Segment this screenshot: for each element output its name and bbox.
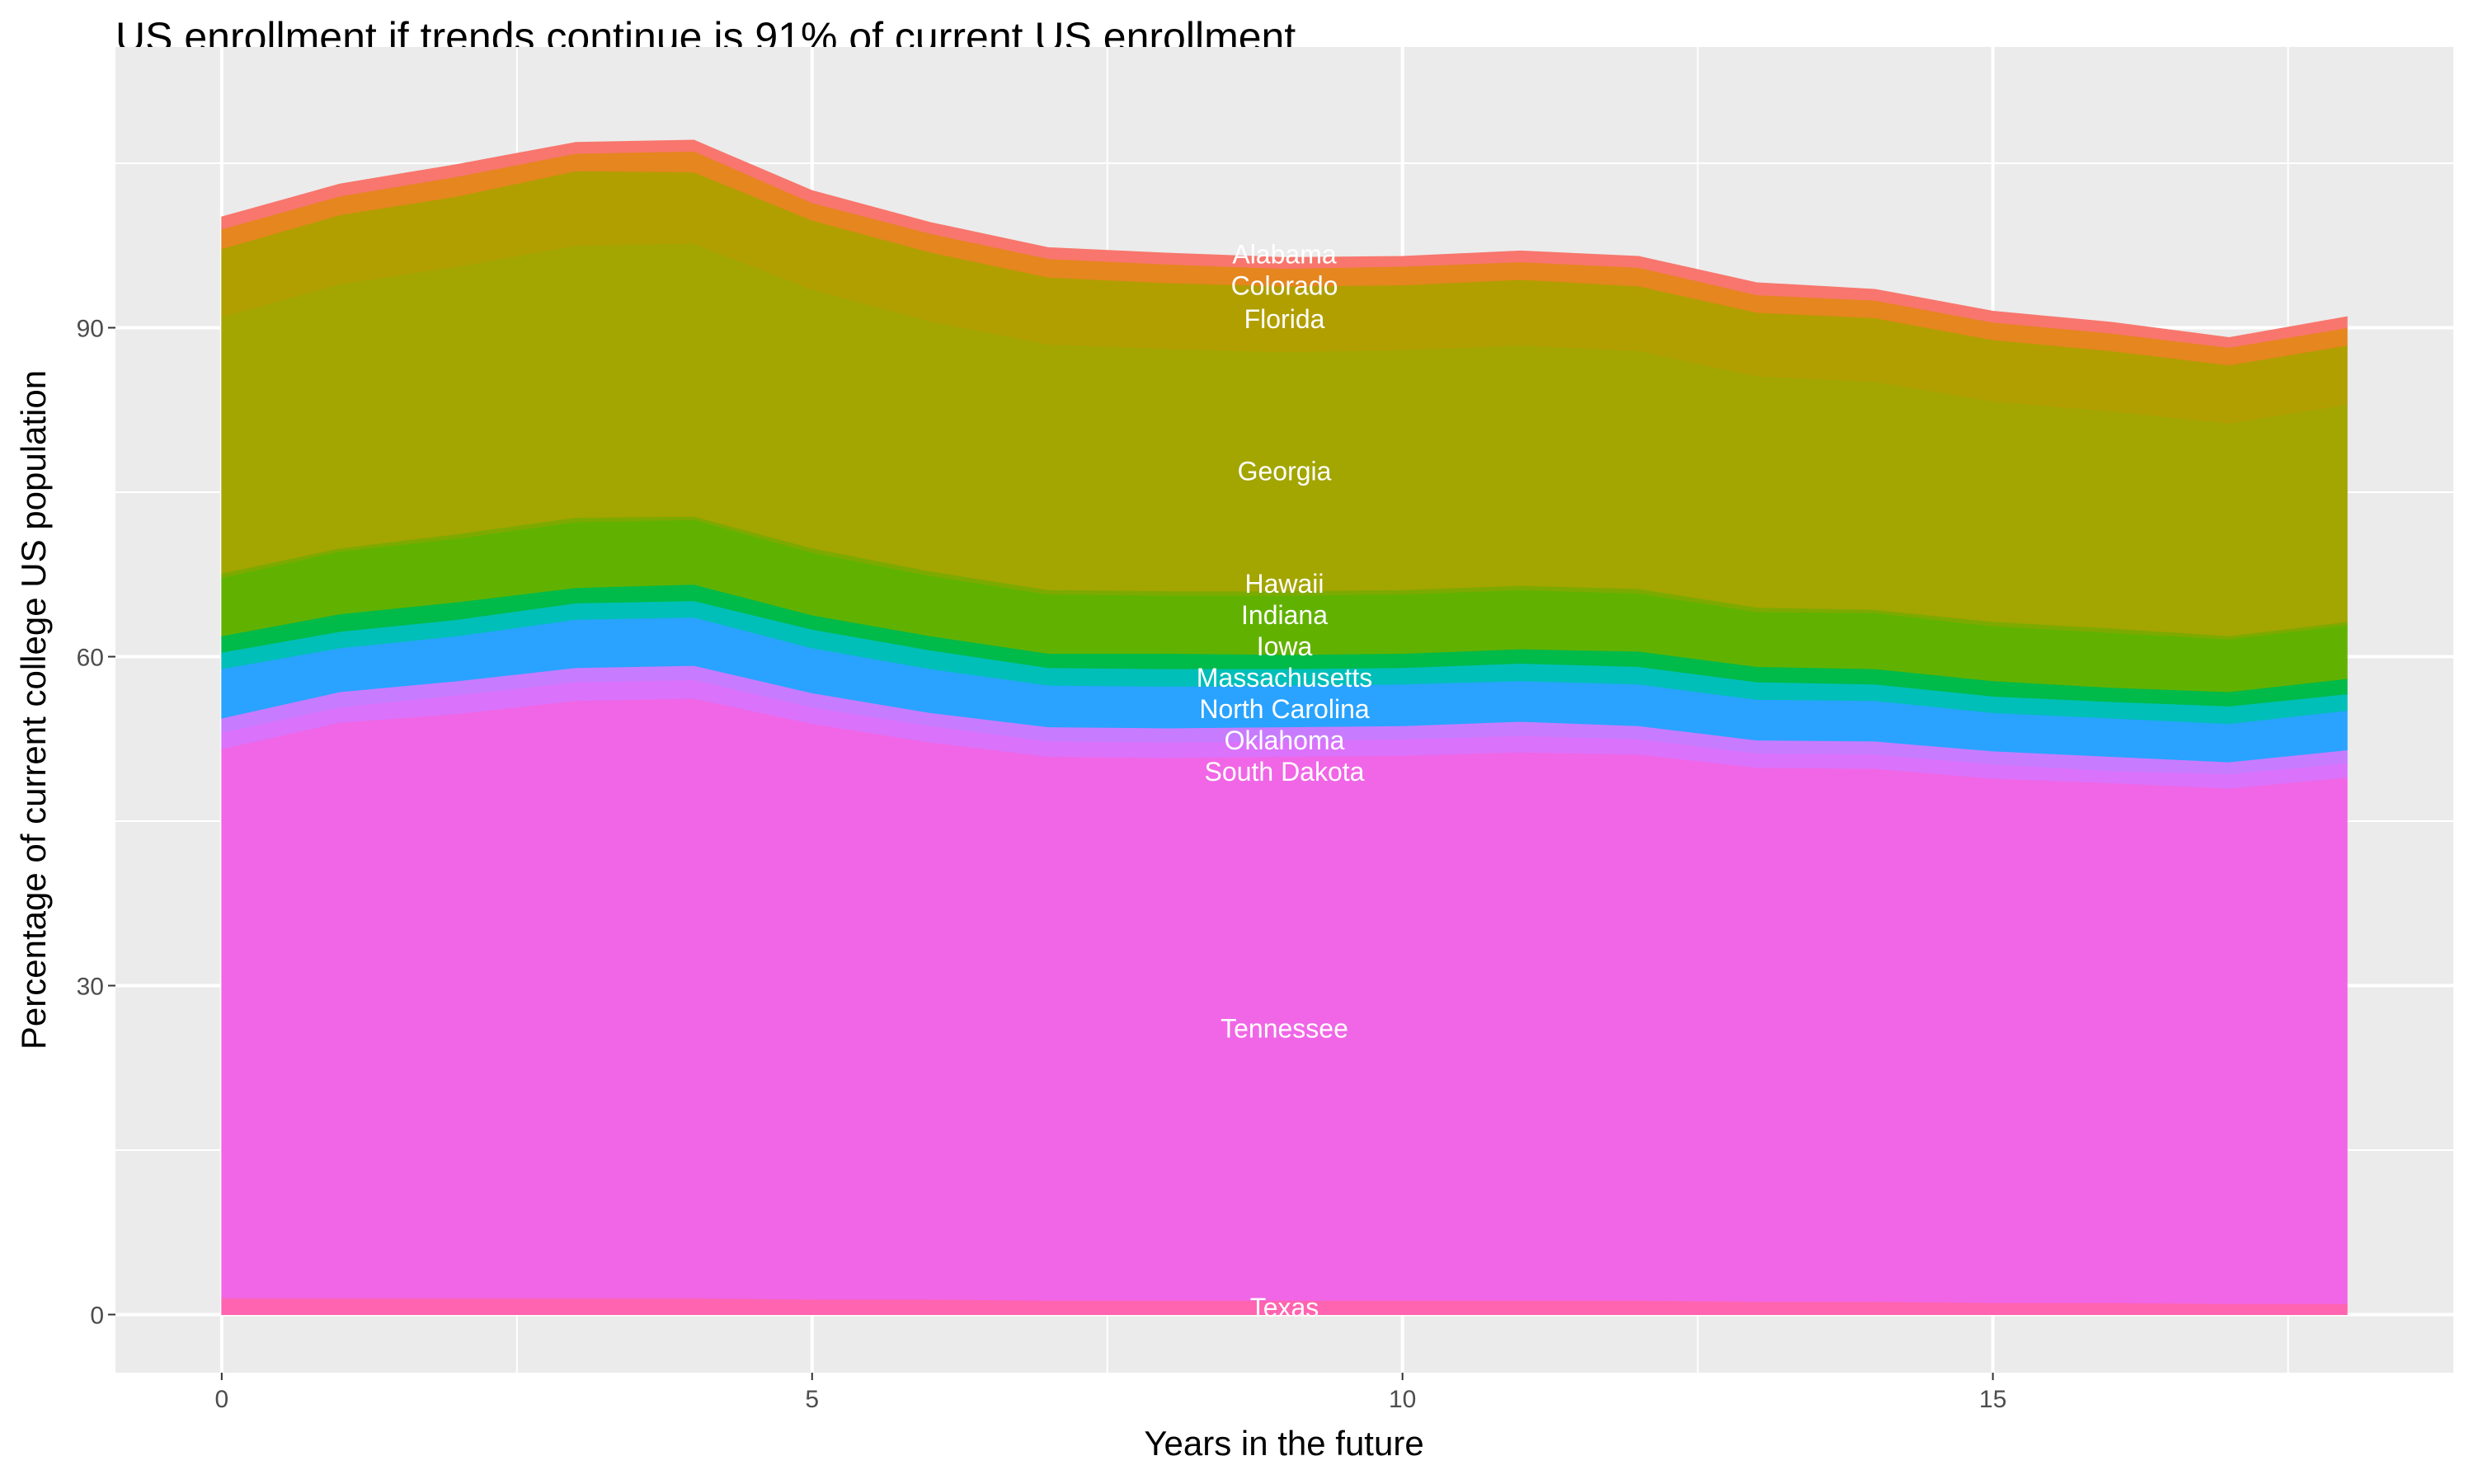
state-label: Iowa (1257, 632, 1313, 661)
state-label: Oklahoma (1225, 726, 1345, 755)
state-label: Texas (1250, 1293, 1319, 1322)
area-layers (221, 139, 2348, 1316)
x-tick-label: 10 (1389, 1386, 1416, 1413)
state-label: Alabama (1232, 240, 1337, 270)
x-axis-title: Years in the future (1144, 1424, 1423, 1463)
area-tennessee (221, 697, 2348, 1304)
state-label: Florida (1244, 304, 1325, 334)
area-alabama (221, 139, 2348, 348)
y-tick-label: 90 (77, 315, 104, 342)
state-label: Hawaii (1244, 569, 1324, 599)
y-tick-label: 60 (77, 644, 104, 671)
x-axis: 0 5 10 15 (215, 1373, 2006, 1413)
state-label: Colorado (1231, 271, 1338, 301)
state-label: North Carolina (1199, 694, 1370, 724)
y-axis: 0 30 60 90 (77, 315, 115, 1330)
state-label: Georgia (1238, 457, 1332, 486)
y-tick-label: 0 (90, 1303, 104, 1330)
state-label: South Dakota (1205, 757, 1365, 787)
x-tick-label: 15 (1979, 1386, 2006, 1413)
state-label: Indiana (1241, 600, 1328, 630)
state-label: Tennessee (1221, 1013, 1348, 1043)
y-axis-title: Percentage of current college US populat… (14, 370, 53, 1050)
state-label: Massachusetts (1197, 663, 1372, 693)
x-tick-label: 0 (215, 1386, 229, 1413)
y-tick-label: 30 (77, 974, 104, 1001)
x-tick-label: 5 (805, 1386, 819, 1413)
